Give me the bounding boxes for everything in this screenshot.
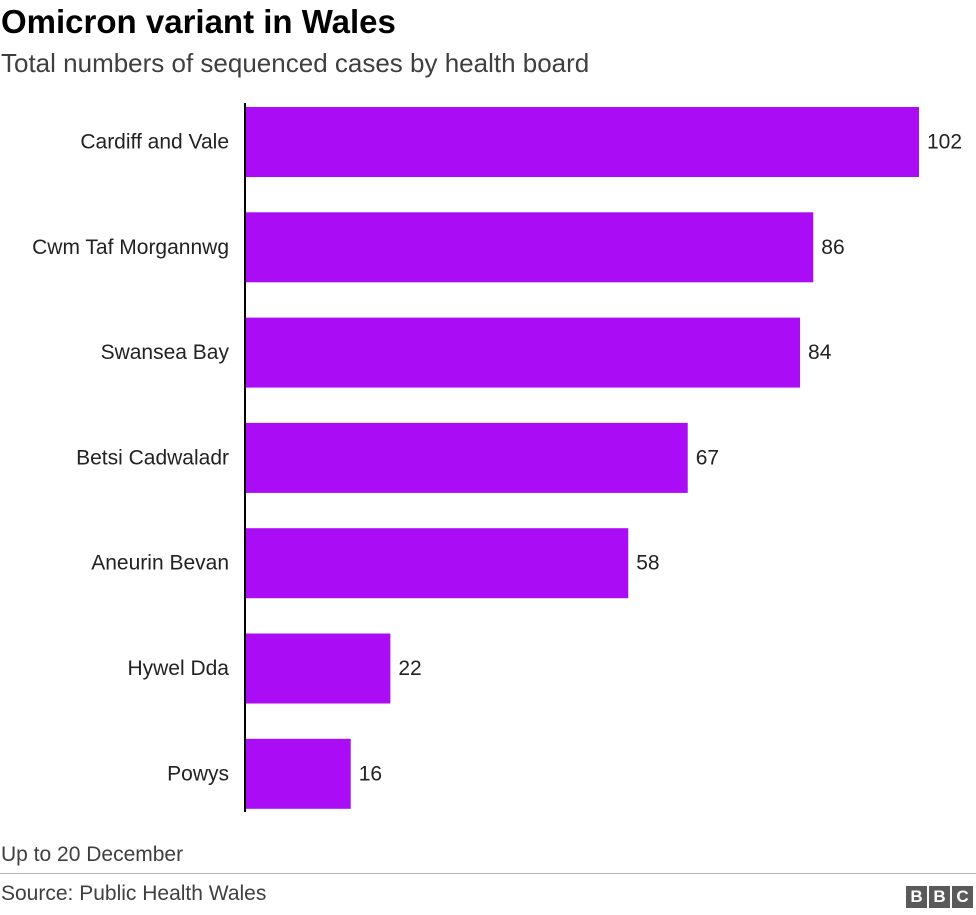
chart-subtitle: Total numbers of sequenced cases by heal… <box>1 48 590 78</box>
bar <box>245 212 814 283</box>
bar-chart: Cardiff and Vale 102 Cwm Taf Morgannwg 86 Sw… <box>32 103 962 812</box>
value-label: 86 <box>821 236 844 259</box>
footer-divider <box>0 873 976 874</box>
category-label: Powys <box>167 762 229 785</box>
bbc-logo-letter: B <box>906 886 927 908</box>
value-label: 84 <box>808 341 832 364</box>
chart-title: Omicron variant in Wales <box>1 3 396 40</box>
chart-note: Up to 20 December <box>1 843 184 866</box>
category-label: Cwm Taf Morgannwg <box>32 236 229 259</box>
category-label: Swansea Bay <box>101 341 230 364</box>
value-label: 22 <box>398 657 421 680</box>
value-label: 102 <box>927 131 962 154</box>
bars-layer: Cardiff and Vale 102 Cwm Taf Morgannwg 86 Sw… <box>32 107 962 809</box>
value-label: 67 <box>696 446 719 469</box>
bbc-logo-letter: B <box>929 886 950 908</box>
value-label: 58 <box>636 552 659 575</box>
category-label: Hywel Dda <box>127 657 229 680</box>
bar <box>245 528 629 599</box>
bbc-logo-letter: C <box>952 886 973 908</box>
bar <box>245 633 391 704</box>
category-label: Betsi Cadwaladr <box>76 446 229 469</box>
source-text: Source: Public Health Wales <box>1 882 267 905</box>
bar <box>245 317 801 388</box>
bbc-logo: B B C <box>906 886 973 908</box>
bar <box>245 107 919 177</box>
bar <box>245 738 351 809</box>
category-label: Cardiff and Vale <box>80 131 229 154</box>
bar <box>245 422 688 493</box>
category-label: Aneurin Bevan <box>91 552 229 575</box>
value-label: 16 <box>359 762 382 785</box>
